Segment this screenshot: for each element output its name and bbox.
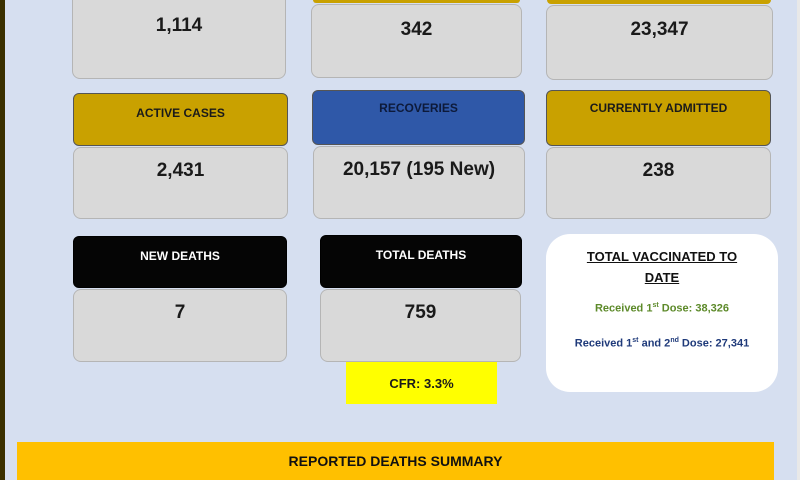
total-deaths-label: TOTAL DEATHS xyxy=(375,248,467,262)
recoveries-value: 20,157 (195 New) xyxy=(342,159,496,180)
total-deaths-header: TOTAL DEATHS xyxy=(320,235,522,288)
first-dose-ordinal: st xyxy=(652,302,659,309)
active-cases-header: ACTIVE CASES xyxy=(73,93,288,146)
new-deaths-header: NEW DEATHS xyxy=(73,236,287,288)
cfr-badge: CFR: 3.3% xyxy=(346,362,497,404)
top-middle-header-strip xyxy=(313,0,520,3)
top-left-value: 1,114 xyxy=(155,15,203,36)
both-doses-ordinal-2: nd xyxy=(670,336,679,344)
top-right-value: 23,347 xyxy=(630,19,689,40)
vaccination-card: TOTAL VACCINATED TO DATE Received 1st Do… xyxy=(546,234,778,392)
first-dose-line: Received 1st Dose: 38,326 xyxy=(546,302,778,315)
currently-admitted-header: CURRENTLY ADMITTED xyxy=(546,90,771,146)
both-doses-ordinal-1: st xyxy=(632,336,639,344)
top-right-value-card: 23,347 xyxy=(546,5,773,80)
both-doses-line: Received 1st and 2nd Dose: 27,341 xyxy=(546,337,778,350)
first-dose-prefix: Received 1 xyxy=(594,302,653,315)
both-doses-prefix: Received 1 xyxy=(574,337,633,350)
cfr-text: CFR: 3.3% xyxy=(389,375,454,391)
recoveries-label: RECOVERIES xyxy=(379,101,458,115)
active-cases-value: 2,431 xyxy=(156,160,205,181)
new-deaths-label: NEW DEATHS xyxy=(140,249,220,263)
recoveries-value-card: 20,157 (195 New) xyxy=(313,146,525,219)
currently-admitted-value: 238 xyxy=(642,160,675,181)
new-deaths-value-card: 7 xyxy=(73,289,287,362)
active-cases-label: ACTIVE CASES xyxy=(136,106,225,120)
right-border xyxy=(797,0,800,480)
first-dose-count: Dose: 38,326 xyxy=(658,302,730,315)
currently-admitted-value-card: 238 xyxy=(546,147,771,219)
reported-deaths-summary-title: REPORTED DEATHS SUMMARY xyxy=(288,453,503,469)
both-doses-mid: and 2 xyxy=(638,337,671,350)
top-middle-value-card: 342 xyxy=(311,4,522,78)
new-deaths-value: 7 xyxy=(174,302,186,323)
both-doses-count: Dose: 27,341 xyxy=(678,337,750,350)
total-deaths-value: 759 xyxy=(404,302,437,323)
recoveries-header: RECOVERIES xyxy=(312,90,525,145)
reported-deaths-summary-bar: REPORTED DEATHS SUMMARY xyxy=(17,442,774,480)
currently-admitted-label: CURRENTLY ADMITTED xyxy=(589,101,728,115)
active-cases-value-card: 2,431 xyxy=(73,147,288,219)
total-deaths-value-card: 759 xyxy=(320,289,521,362)
vaccination-title: TOTAL VACCINATED TO DATE xyxy=(586,249,738,285)
top-left-value-card: 1,114 xyxy=(72,0,286,79)
top-right-header-strip xyxy=(547,0,771,4)
left-border xyxy=(0,0,5,480)
top-middle-value: 342 xyxy=(400,19,433,40)
